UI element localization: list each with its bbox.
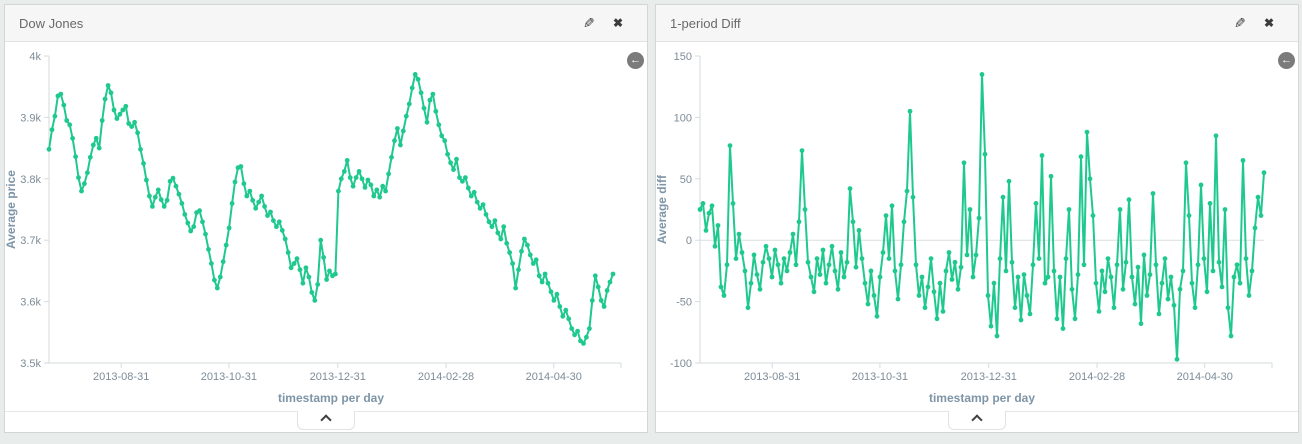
svg-text:2013-08-31: 2013-08-31 [93,371,149,383]
svg-text:3.8k: 3.8k [20,174,41,186]
svg-text:2013-12-31: 2013-12-31 [961,371,1017,383]
svg-text:3.7k: 3.7k [20,235,41,247]
svg-text:100: 100 [674,112,692,124]
svg-text:150: 150 [674,51,692,63]
svg-text:3.6k: 3.6k [20,297,41,309]
panel-header-actions: ✎ ✖ [1234,15,1274,31]
period-diff-chart[interactable]: 150 100 50 0 -50 -100 2013-08-31 2013-10-31 2013… [656,42,1300,411]
panel-title: Dow Jones [19,15,84,31]
chart-region: 4k 3.9k 3.8k 3.7k 3.6k 3.5k 2013-08-31 2013-10-… [5,42,647,411]
svg-text:2013-10-31: 2013-10-31 [201,371,257,383]
svg-text:50: 50 [680,174,692,186]
svg-text:-50: -50 [676,297,692,309]
edit-icon[interactable]: ✎ [1234,15,1246,31]
collapse-panel-button[interactable] [948,411,1006,430]
svg-text:-100: -100 [670,358,692,370]
svg-text:2013-10-31: 2013-10-31 [852,371,908,383]
close-icon[interactable]: ✖ [612,16,623,30]
svg-text:2014-04-30: 2014-04-30 [526,371,582,383]
svg-text:timestamp per day: timestamp per day [278,391,384,405]
svg-text:2013-12-31: 2013-12-31 [310,371,366,383]
panel-footer [656,411,1298,432]
svg-text:2014-02-28: 2014-02-28 [1069,371,1125,383]
collapse-panel-button[interactable] [297,411,355,430]
svg-text:timestamp per day: timestamp per day [929,391,1035,405]
svg-text:0: 0 [686,235,692,247]
panel-1-period-diff: 1-period Diff ✎ ✖ 150 100 50 0 -50 -100 2013-0… [655,4,1299,433]
panel-footer [5,411,647,432]
svg-text:2013-08-31: 2013-08-31 [744,371,800,383]
chevron-up-icon [320,414,332,426]
back-arrow-icon[interactable]: ← [1278,52,1295,69]
svg-text:3.9k: 3.9k [20,112,41,124]
panel-header-actions: ✎ ✖ [583,15,623,31]
chevron-up-icon [971,414,983,426]
svg-text:4k: 4k [29,51,41,63]
svg-text:3.5k: 3.5k [20,358,41,370]
back-arrow-icon[interactable]: ← [627,52,644,69]
svg-text:Average price: Average price [5,170,18,249]
panel-dow-jones: Dow Jones ✎ ✖ 4k 3.9k 3.8k 3.7k 3.6k 3.5k 2013… [4,4,648,433]
panel-header: 1-period Diff ✎ ✖ [656,5,1298,42]
chart-region: 150 100 50 0 -50 -100 2013-08-31 2013-10-31 2013… [656,42,1298,411]
close-icon[interactable]: ✖ [1263,16,1274,30]
dow-jones-chart[interactable]: 4k 3.9k 3.8k 3.7k 3.6k 3.5k 2013-08-31 2013-10-… [5,42,649,411]
svg-text:2014-02-28: 2014-02-28 [418,371,474,383]
svg-text:2014-04-30: 2014-04-30 [1177,371,1233,383]
panel-title: 1-period Diff [670,15,741,31]
edit-icon[interactable]: ✎ [583,15,595,31]
panel-header: Dow Jones ✎ ✖ [5,5,647,42]
svg-text:Average diff: Average diff [656,174,669,244]
